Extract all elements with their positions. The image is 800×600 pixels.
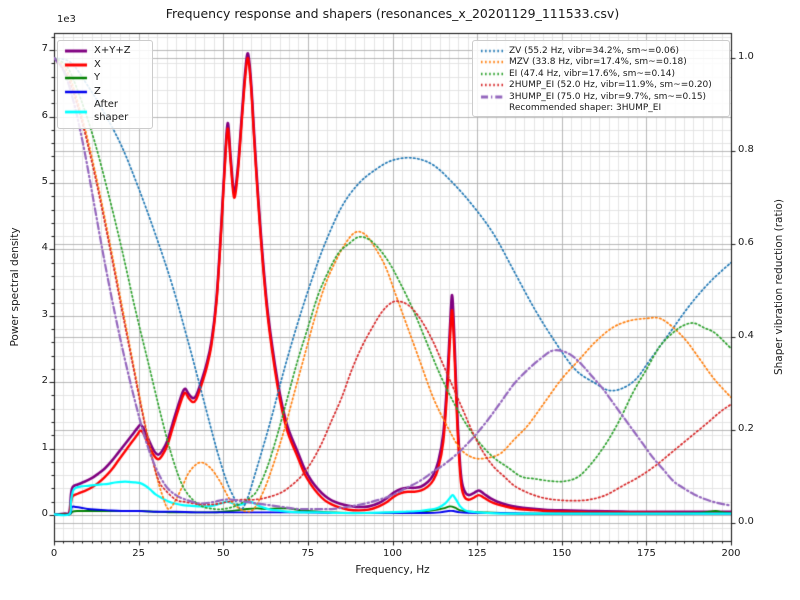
legend-line-swatch	[480, 47, 504, 54]
legend-line-swatch	[480, 59, 504, 65]
y-axis-right-label: Shaper vibration reduction (ratio)	[773, 198, 785, 376]
y-left-tick-label: 3	[41, 308, 48, 320]
legend-line-swatch	[64, 48, 88, 55]
recommended-shaper-text: Recommended shaper: 3HUMP_EI	[509, 103, 662, 113]
psd-legend-item: X	[64, 59, 144, 72]
legend-line-swatch	[64, 75, 88, 82]
legend-line-swatch	[64, 61, 88, 68]
y-left-tick-label: 5	[41, 176, 48, 187]
y-left-tick-label: 1	[41, 441, 48, 453]
psd-legend-item: Y	[64, 72, 144, 85]
psd-legend-item: X+Y+Z	[64, 45, 144, 58]
psd-legend-item-label: Y	[94, 72, 101, 83]
x-tick-label: 75	[301, 548, 315, 559]
chart-title: Frequency response and shapers (resonanc…	[165, 6, 620, 21]
legend-line-swatch	[64, 108, 88, 115]
shaper-legend-item-label: ZV (55.2 Hz, vibr=34.2%, sm~=0.06)	[509, 45, 679, 56]
psd-legend-item-label: After shaper	[94, 99, 129, 123]
legend-line-swatch	[480, 70, 504, 77]
y-left-tick-label: 0	[41, 508, 48, 519]
y-axis-multiplier-label: 1e3	[57, 14, 76, 25]
shaper-legend-item: ZV (55.2 Hz, vibr=34.2%, sm~=0.06)	[480, 46, 722, 56]
shaper-legend-item: 3HUMP_EI (75.0 Hz, vibr=9.7%, sm~=0.15)	[480, 92, 722, 102]
x-axis-label: Frequency, Hz	[355, 564, 430, 576]
shaper-legend-item-label: 2HUMP_EI (52.0 Hz, vibr=11.9%, sm~=0.20)	[509, 80, 712, 90]
y-axis-left-label: Power spectral density	[9, 227, 21, 347]
x-tick-label: 125	[467, 548, 487, 559]
x-tick-label: 150	[552, 548, 572, 559]
psd-legend-item-label: X	[94, 58, 101, 70]
shaper-legend-item: MZV (33.8 Hz, vibr=17.4%, sm~=0.18)	[480, 57, 722, 67]
y-right-tick-label: 0.4	[738, 330, 754, 341]
shaper-legend-item: 2HUMP_EI (52.0 Hz, vibr=11.9%, sm~=0.20)	[480, 80, 722, 90]
x-tick-label: 0	[50, 548, 58, 559]
legend-line-swatch	[64, 88, 88, 95]
legend-line-swatch	[480, 93, 504, 100]
shaper-legend: ZV (55.2 Hz, vibr=34.2%, sm~=0.06) MZV (3…	[472, 40, 730, 117]
shaper-legend-item: EI (47.4 Hz, vibr=17.6%, sm~=0.14)	[480, 69, 722, 79]
shaper-legend-item-label: EI (47.4 Hz, vibr=17.6%, sm~=0.14)	[509, 68, 676, 79]
y-right-tick-label: 0.8	[738, 144, 754, 155]
y-left-tick-label: 2	[41, 375, 48, 387]
legend-line-swatch	[480, 82, 504, 88]
x-tick-label: 25	[132, 548, 145, 559]
psd-legend: X+Y+Z X Y Z After shaper	[57, 40, 153, 129]
shaper-legend-item-label: MZV (33.8 Hz, vibr=17.4%, sm~=0.18)	[509, 57, 687, 67]
y-right-tick-label: 0.0	[738, 516, 754, 527]
x-tick-label: 200	[721, 548, 741, 559]
psd-legend-item-label: X+Y+Z	[94, 45, 131, 56]
y-left-tick-label: 7	[41, 43, 48, 55]
y-right-tick-label: 1.0	[738, 51, 754, 62]
psd-legend-item-label: Z	[94, 85, 101, 97]
y-right-tick-label: 0.2	[738, 423, 754, 434]
shaper-legend-item-label: 3HUMP_EI (75.0 Hz, vibr=9.7%, sm~=0.15)	[509, 91, 707, 102]
x-tick-label: 50	[216, 548, 230, 559]
x-tick-label: 175	[636, 548, 656, 559]
x-tick-label: 100	[382, 548, 403, 559]
y-left-tick-label: 4	[41, 242, 48, 254]
y-left-tick-label: 6	[41, 109, 48, 121]
y-right-tick-label: 0.6	[738, 237, 754, 248]
psd-legend-item: Z	[64, 86, 144, 99]
psd-legend-item: After shaper	[64, 99, 144, 124]
